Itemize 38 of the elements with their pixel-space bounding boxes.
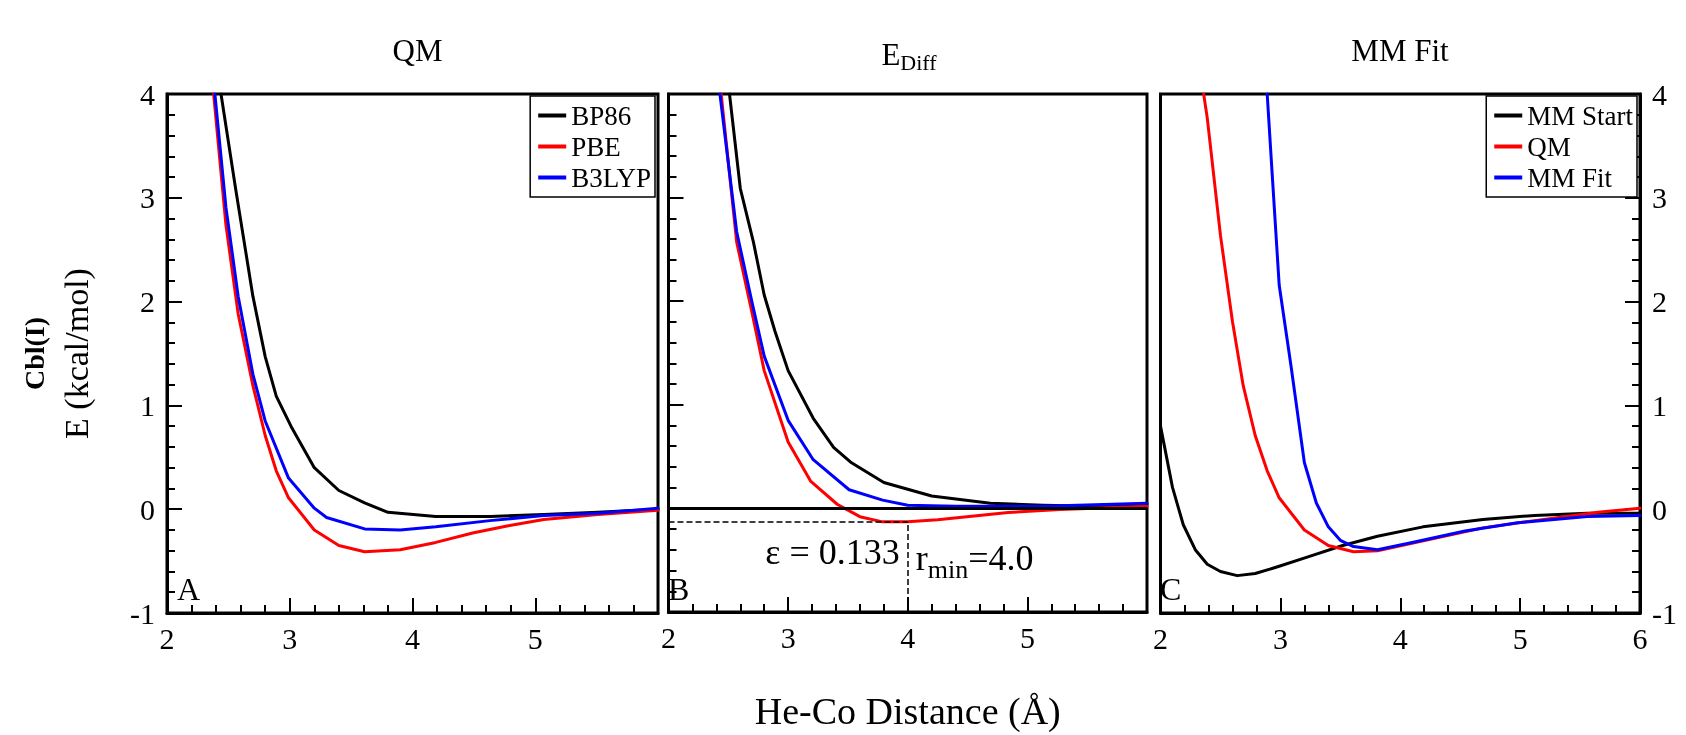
y-tick-label: -1 [1652, 596, 1677, 630]
y-axis-title: Cbl(I) E (kcal/mol) [18, 268, 96, 439]
x-tick-label: 4 [1392, 621, 1408, 655]
x-tick-label: 5 [527, 621, 543, 655]
y-tick-label: 4 [140, 77, 155, 111]
chart-title: QM [392, 33, 443, 68]
legend-label: B3LYP [571, 162, 652, 193]
y-tick-label: 2 [1652, 285, 1667, 319]
y-tick-label: -1 [130, 596, 155, 630]
y-tick-label: 0 [140, 492, 155, 526]
legend-label: MM Start [1527, 100, 1634, 131]
y-tick-label: 1 [140, 388, 155, 422]
legend-label: BP86 [571, 100, 632, 131]
x-tick-label: 6 [1632, 621, 1648, 655]
legend-label: MM Fit [1527, 162, 1613, 193]
x-tick-label: 5 [1019, 620, 1035, 654]
x-tick-label: 2 [1153, 621, 1168, 655]
x-tick-label: 3 [780, 620, 796, 654]
x-tick-label: 3 [1272, 621, 1288, 655]
x-tick-label: 4 [405, 621, 420, 655]
y-tick-label: 0 [1652, 492, 1667, 526]
annotation: ε = 0.133 [765, 532, 900, 573]
y-tick-label: 1 [1652, 388, 1667, 422]
x-tick-label: 4 [900, 620, 916, 654]
y-tick-label: 3 [1652, 181, 1667, 215]
y-tick-label: 2 [140, 285, 155, 319]
x-tick-label: 2 [661, 620, 676, 654]
chart-title: MM Fit [1351, 33, 1450, 68]
annotation: A [177, 571, 201, 607]
annotation: C [1160, 571, 1182, 607]
x-tick-label: 5 [1512, 621, 1528, 655]
x-axis-title: He-Co Distance (Å) [754, 690, 1061, 733]
legend-label: PBE [571, 131, 621, 162]
x-tick-label: 3 [282, 621, 298, 655]
y-tick-label: 3 [140, 181, 155, 215]
y-tick-label: 4 [1652, 77, 1667, 111]
legend-label: QM [1527, 131, 1571, 162]
annotation: B [668, 571, 690, 607]
